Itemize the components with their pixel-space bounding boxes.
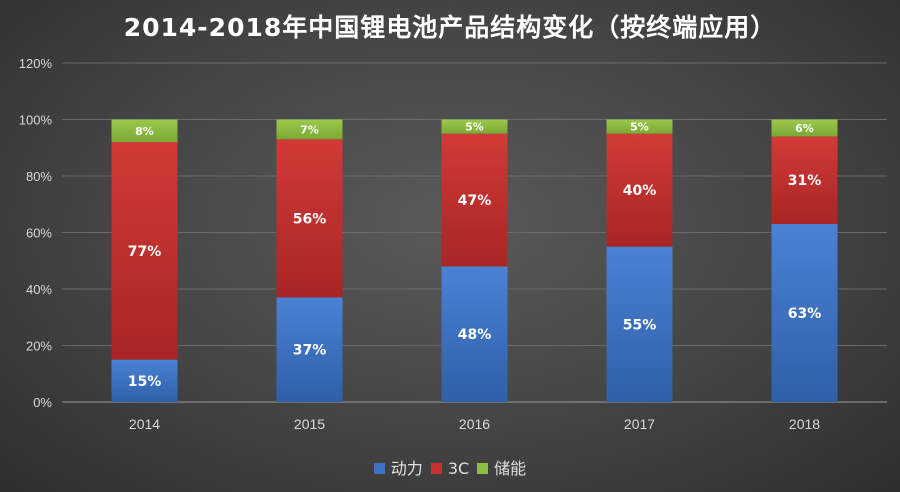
bar-segment-2016-2 [441,119,508,134]
data-label: 55% [623,317,657,333]
x-tick-label: 2014 [129,416,160,432]
data-label: 63% [788,306,822,322]
data-label: 47% [458,193,492,209]
x-tick-label: 2018 [789,416,820,432]
legend-item: 3C [430,459,470,478]
x-tick-label: 2015 [294,416,325,432]
legend-swatch [430,463,442,474]
y-tick-label: 80% [26,169,52,184]
legend-label: 储能 [494,459,527,478]
data-label: 15% [128,374,162,390]
bar-segment-2016-0 [441,266,508,402]
bar-segment-2018-2 [771,119,838,137]
data-label: 77% [128,244,162,260]
data-label: 5% [630,121,649,134]
y-tick-label: 20% [26,339,52,354]
legend-item: 动力 [373,455,423,479]
legend-item: 储能 [477,455,526,479]
y-tick-label: 60% [26,226,52,241]
data-label: 31% [788,173,822,189]
bar-segment-2015-1 [276,139,343,298]
bar-segment-2016-1 [441,133,508,267]
data-label: 48% [458,327,492,343]
data-label: 6% [795,122,814,135]
chart-title: 2014-2018年中国锂电池产品结构变化（按终端应用） [123,13,777,42]
x-tick-label: 2016 [459,416,490,432]
bar-segment-2014-1 [111,142,178,360]
data-label: 56% [293,211,327,227]
y-tick-label: 120% [19,56,53,71]
y-tick-label: 40% [26,282,52,297]
data-label: 7% [300,123,319,136]
bar-segment-2017-2 [606,119,673,134]
bar-segment-2017-1 [606,133,673,247]
data-label: 5% [465,121,484,134]
bar-segment-2014-0 [111,359,178,402]
data-label: 37% [293,343,327,359]
legend: 动力 3C 储能 [0,455,900,479]
legend-swatch [477,463,489,474]
y-tick-label: 100% [19,113,53,128]
bar-segment-2018-1 [771,136,838,225]
bar-segment-2018-0 [771,224,838,402]
legend-label: 动力 [390,459,423,478]
data-label: 40% [623,183,657,199]
bar-segment-2014-2 [111,119,178,143]
bar-segment-2015-0 [276,297,343,402]
y-tick-label: 0% [33,395,52,410]
bar-segment-2015-2 [276,119,343,140]
data-label: 8% [135,125,154,138]
x-tick-label: 2017 [624,416,655,432]
legend-label: 3C [447,459,470,478]
legend-swatch [373,463,385,474]
bar-segment-2017-0 [606,246,673,402]
